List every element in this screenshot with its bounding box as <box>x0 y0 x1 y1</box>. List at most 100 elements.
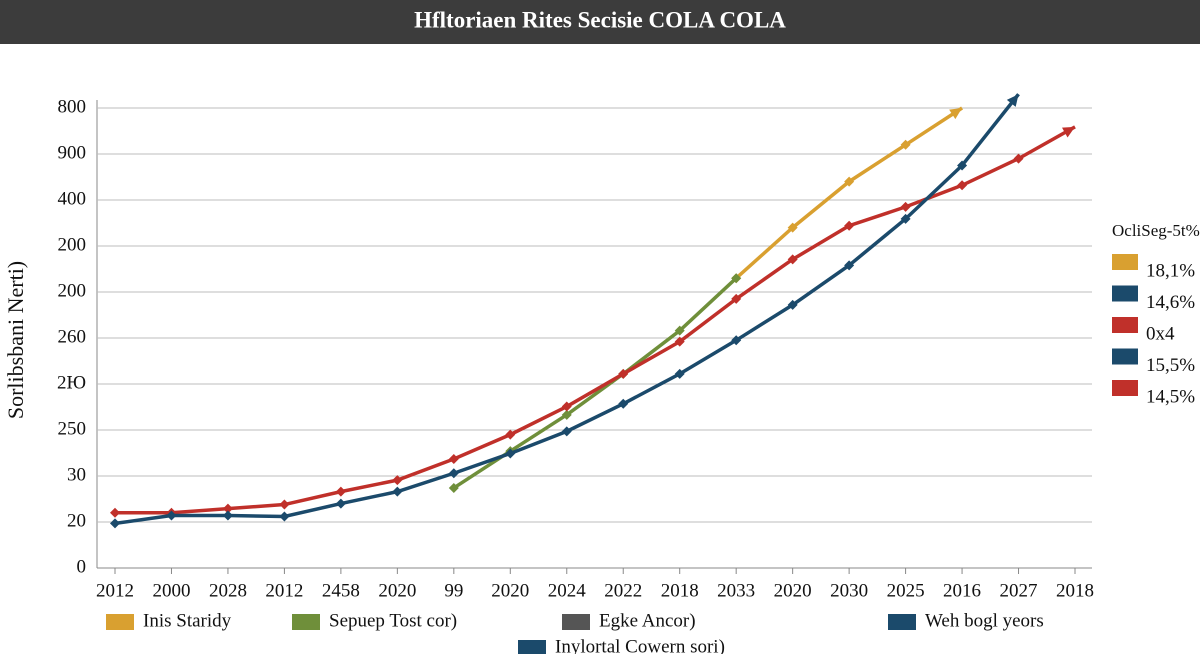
data-point <box>787 299 798 310</box>
data-point <box>561 401 572 412</box>
y-tick-label: 2Ю <box>57 372 86 393</box>
y-tick-label: 900 <box>58 142 87 163</box>
x-tick-label: 2033 <box>717 580 755 601</box>
x-tick-label: 2024 <box>548 580 587 601</box>
arrow-head <box>1006 94 1019 107</box>
y-tick-label: 260 <box>58 326 87 347</box>
data-point <box>731 293 742 304</box>
y-tick-label: 0 <box>77 556 87 577</box>
header-bar <box>0 0 1200 44</box>
x-tick-label: 2025 <box>887 580 925 601</box>
y-axis-label: Sorlibsbani Nerti) <box>3 261 28 419</box>
legend-swatch <box>106 614 134 630</box>
data-point <box>335 486 346 497</box>
data-point <box>731 273 742 284</box>
x-tick-label: 2022 <box>604 580 642 601</box>
legend-label: Inylortal Cowern sori) <box>555 636 725 654</box>
y-tick-label: 400 <box>58 188 87 209</box>
x-tick-label: 2018 <box>1056 580 1094 601</box>
side-legend-swatch <box>1112 254 1138 270</box>
legend-label: Inis Staridy <box>143 610 232 631</box>
data-point <box>618 368 629 379</box>
data-point <box>222 510 233 521</box>
arrow-head <box>949 108 963 120</box>
data-point <box>957 160 968 171</box>
data-point <box>618 398 629 409</box>
x-tick-label: 2028 <box>209 580 247 601</box>
side-legend-swatch <box>1112 348 1138 365</box>
legend-swatch <box>518 640 546 654</box>
legend-label: Weh bogl yeors <box>925 610 1044 631</box>
side-legend-label: 18,1% <box>1146 260 1195 281</box>
data-point <box>110 507 120 518</box>
y-tick-label: 20 <box>67 510 86 531</box>
data-point <box>222 503 233 514</box>
data-point <box>505 429 516 440</box>
x-tick-label: 2030 <box>830 580 868 601</box>
x-tick-label: 2012 <box>265 580 303 601</box>
y-tick-label: 800 <box>58 96 87 117</box>
data-point <box>674 325 685 336</box>
legend-label: Egke Ancor) <box>599 610 696 631</box>
data-line <box>452 276 738 490</box>
legend-label: Sepuep Tost cor) <box>329 610 457 631</box>
side-legend-swatch <box>1112 380 1138 396</box>
data-point <box>166 510 177 521</box>
data-point <box>561 409 572 420</box>
y-tick-label: 250 <box>58 418 87 439</box>
data-point <box>279 511 290 522</box>
y-tick-label: 200 <box>58 280 87 301</box>
legend-swatch <box>292 614 320 630</box>
data-point <box>335 498 346 509</box>
data-line <box>115 125 1076 515</box>
data-point <box>787 222 798 233</box>
x-tick-label: 2000 <box>152 580 190 601</box>
data-point <box>392 475 403 486</box>
y-tick-label: 30 <box>67 464 86 485</box>
data-line <box>735 106 964 280</box>
side-legend-label: 0x4 <box>1146 323 1175 344</box>
data-point <box>844 220 855 231</box>
data-point <box>448 468 459 479</box>
side-legend-label: 14,5% <box>1146 386 1195 407</box>
data-point <box>674 368 685 379</box>
data-point <box>1013 153 1024 164</box>
x-tick-label: 2027 <box>1000 580 1038 601</box>
x-tick-label: 99 <box>444 580 463 601</box>
data-point <box>900 201 911 212</box>
x-tick-label: 2020 <box>378 580 416 601</box>
chart-title: Hfltoriaen Rites Secisie COLA COLA <box>414 7 786 32</box>
x-tick-label: 2020 <box>491 580 529 601</box>
side-legend-title: OcliSeg-5t% <box>1112 221 1200 240</box>
data-point <box>674 336 685 347</box>
x-tick-label: 2016 <box>943 580 981 601</box>
side-legend-swatch <box>1112 317 1138 333</box>
data-point <box>844 260 855 271</box>
data-point <box>900 139 911 150</box>
arrow-head <box>1062 126 1075 138</box>
x-tick-label: 2020 <box>774 580 812 601</box>
legend-swatch <box>888 614 916 630</box>
y-tick-label: 200 <box>58 234 87 255</box>
data-point <box>957 180 968 191</box>
side-legend-label: 14,6% <box>1146 292 1195 313</box>
data-point <box>448 453 459 464</box>
data-point <box>279 499 290 510</box>
x-tick-label: 2458 <box>322 580 360 601</box>
x-tick-label: 2012 <box>96 580 134 601</box>
data-point <box>392 486 403 497</box>
data-point <box>844 176 855 187</box>
side-legend-swatch <box>1112 285 1138 302</box>
data-point <box>110 518 120 529</box>
side-legend-label: 15,5% <box>1146 355 1195 376</box>
data-point <box>731 335 742 346</box>
data-point <box>787 254 798 265</box>
legend-swatch <box>562 614 590 630</box>
x-tick-label: 2018 <box>661 580 699 601</box>
data-point <box>561 426 572 437</box>
data-point <box>505 448 516 459</box>
data-point <box>448 482 459 493</box>
data-point <box>900 213 911 224</box>
